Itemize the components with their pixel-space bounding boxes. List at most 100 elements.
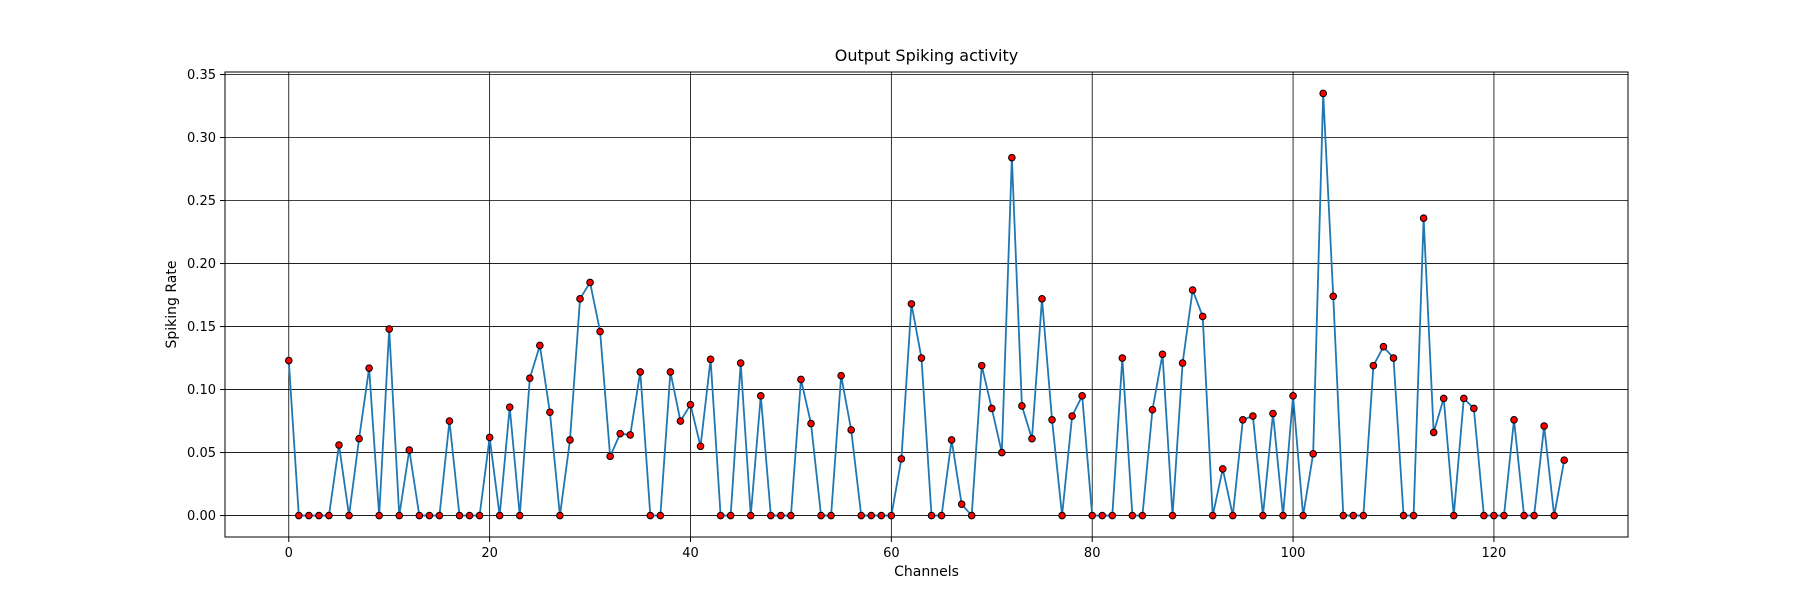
data-point xyxy=(1178,359,1187,367)
data-point xyxy=(927,511,936,520)
data-point xyxy=(887,511,896,520)
data-point xyxy=(536,341,544,350)
data-point xyxy=(455,511,464,520)
y-tick-label: 0.25 xyxy=(187,194,216,209)
data-point xyxy=(947,436,956,444)
data-point xyxy=(967,511,976,520)
data-point xyxy=(1088,511,1097,520)
data-point xyxy=(1168,511,1177,520)
data-point xyxy=(1530,511,1538,520)
data-point xyxy=(546,408,554,417)
data-point xyxy=(646,511,655,520)
data-point xyxy=(1439,394,1448,403)
data-point xyxy=(636,368,645,376)
data-point xyxy=(696,442,705,451)
data-point xyxy=(515,511,524,520)
x-tick-label: 80 xyxy=(1084,546,1101,561)
data-point xyxy=(405,446,414,454)
data-point xyxy=(1008,153,1016,162)
data-point xyxy=(797,375,805,384)
data-point xyxy=(626,431,635,439)
data-point xyxy=(586,278,594,287)
data-point xyxy=(1520,511,1528,520)
data-point xyxy=(435,511,444,520)
y-tick-label: 0.30 xyxy=(187,131,216,146)
grid xyxy=(225,72,1628,537)
data-point xyxy=(706,355,715,364)
data-point xyxy=(1188,286,1197,294)
data-point xyxy=(1329,292,1338,301)
data-point xyxy=(556,511,564,520)
data-point xyxy=(616,429,624,438)
data-point xyxy=(465,511,474,520)
data-point xyxy=(1068,412,1076,420)
data-point xyxy=(345,511,353,520)
data-point xyxy=(767,511,775,520)
data-point xyxy=(1078,392,1086,400)
data-point xyxy=(1470,404,1478,413)
data-point xyxy=(425,511,434,520)
x-tick-label: 20 xyxy=(481,546,498,561)
data-point xyxy=(676,417,685,425)
data-point xyxy=(917,354,926,362)
data-point xyxy=(656,511,665,520)
data-point xyxy=(1028,434,1036,443)
data-point xyxy=(1560,456,1569,464)
data-point xyxy=(726,511,735,520)
data-point xyxy=(1299,511,1307,520)
data-point xyxy=(295,511,303,520)
data-point xyxy=(847,426,855,434)
data-point xyxy=(1379,342,1388,351)
data-point xyxy=(475,511,484,520)
data-point xyxy=(1319,89,1327,98)
data-point xyxy=(1118,354,1127,362)
data-point xyxy=(335,441,343,449)
data-point xyxy=(1128,511,1137,520)
data-point xyxy=(777,511,785,520)
data-point xyxy=(1490,511,1498,520)
data-point xyxy=(1058,511,1066,520)
data-point xyxy=(385,325,394,333)
data-point xyxy=(526,374,534,383)
chart-title: Output Spiking activity xyxy=(835,46,1019,65)
data-point xyxy=(787,511,795,520)
data-point xyxy=(1018,402,1026,410)
x-tick-label: 100 xyxy=(1281,546,1306,561)
data-point xyxy=(1409,511,1418,520)
data-point xyxy=(1239,416,1247,424)
data-point xyxy=(495,511,504,520)
data-point xyxy=(1349,511,1358,520)
data-point xyxy=(1480,511,1488,520)
data-point xyxy=(315,511,323,520)
data-point xyxy=(827,511,835,520)
data-point xyxy=(1038,295,1046,303)
data-point xyxy=(1289,392,1297,400)
data-point xyxy=(998,448,1006,457)
data-point xyxy=(365,364,373,372)
data-point xyxy=(1399,511,1408,520)
data-point xyxy=(325,511,333,520)
data-point xyxy=(977,361,986,370)
data-point xyxy=(1309,450,1317,458)
data-point xyxy=(746,511,755,520)
plot-frame xyxy=(224,71,1629,538)
data-point xyxy=(877,511,886,520)
y-tick-label: 0.15 xyxy=(187,320,216,335)
data-point xyxy=(1429,428,1438,437)
data-point xyxy=(1198,312,1207,321)
data-point xyxy=(1419,214,1428,222)
data-point xyxy=(716,511,725,520)
data-point xyxy=(375,511,383,520)
data-point xyxy=(1339,511,1348,520)
data-point xyxy=(1048,416,1056,424)
data-point xyxy=(284,356,293,365)
y-tick-label: 0.35 xyxy=(187,68,216,83)
data-point xyxy=(1550,511,1558,520)
data-point xyxy=(857,511,866,520)
data-point xyxy=(415,511,424,520)
y-tick-label: 0.10 xyxy=(187,383,216,398)
data-point xyxy=(566,436,574,444)
data-point xyxy=(1218,465,1227,473)
data-point xyxy=(1540,422,1548,430)
